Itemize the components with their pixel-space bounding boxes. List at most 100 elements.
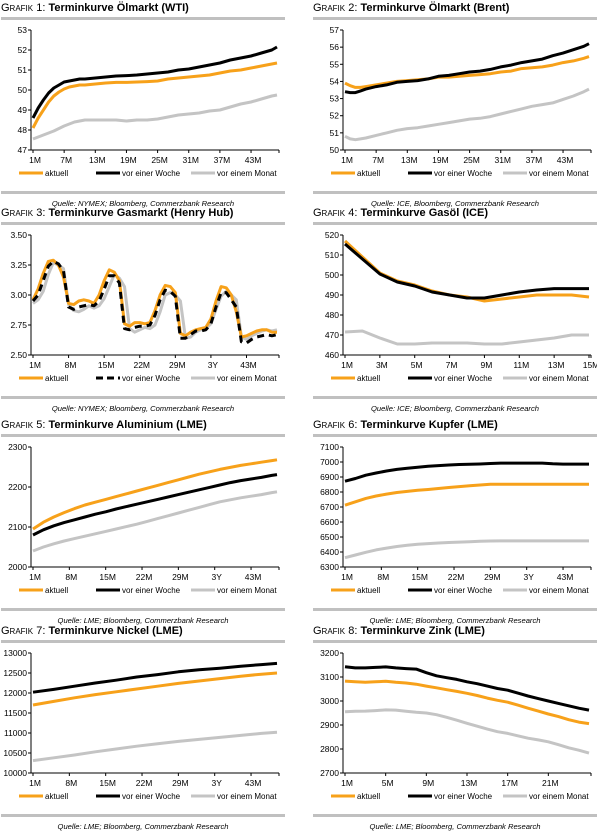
x-tick-label: 17M <box>501 778 518 788</box>
x-tick-label: 5M <box>382 778 394 788</box>
chart-panel-4: Grafik 4: Terminkurve Gasöl (ICE) 460 470 4… <box>313 206 597 415</box>
y-tick-label: 500 <box>325 270 339 280</box>
legend-item-vor-einer-woche: vor einer Woche <box>96 792 181 801</box>
y-tick-label: 2900 <box>320 720 339 730</box>
chart-panel-5: Grafik 5: Terminkurve Aluminium (LME) 200… <box>1 418 285 627</box>
x-tick-label: 43M <box>557 572 574 582</box>
series-line-vor-einer-woche <box>344 665 590 712</box>
y-tick-label: 53 <box>330 94 340 104</box>
chart-title-text: Terminkurve Kupfer (LME) <box>360 419 498 431</box>
y-tick-label: 2700 <box>320 768 339 778</box>
series-line-vor-einem-monat <box>32 93 278 141</box>
y-tick-label: 52 <box>330 111 340 121</box>
x-tick-label: 1M <box>341 778 353 788</box>
legend-label: aktuell <box>357 792 380 801</box>
y-tick-label: 490 <box>325 290 339 300</box>
x-tick-label: 8M <box>65 572 77 582</box>
x-tick-label: 43M <box>557 155 574 165</box>
grafik-label: Grafik <box>313 625 346 637</box>
legend-label: vor einer Woche <box>122 792 181 801</box>
x-tick-label: 3M <box>376 360 388 370</box>
y-tick-label: 7000 <box>320 457 339 467</box>
y-tick-label: 53 <box>18 25 28 35</box>
y-tick-label: 6300 <box>320 562 339 572</box>
legend-item-aktuell: aktuell <box>331 792 380 801</box>
legend-label: vor einer Woche <box>434 169 493 178</box>
legend-item-vor-einem-monat: vor einem Monat <box>191 374 277 383</box>
x-tick-label: 21M <box>542 778 559 788</box>
legend-item-vor-einer-woche: vor einer Woche <box>408 374 493 383</box>
legend-label: vor einer Woche <box>434 586 493 595</box>
bottom-rule <box>1 608 285 611</box>
chart-number: 3 <box>36 207 43 219</box>
y-tick-label: 2.50 <box>10 350 27 360</box>
series-line-vor-einem-monat <box>344 539 589 560</box>
chart-title-text: Terminkurve Nickel (LME) <box>48 625 183 637</box>
title-rule <box>313 222 597 225</box>
legend-label: aktuell <box>45 586 68 595</box>
series-line-vor-einem-monat <box>344 87 590 142</box>
chart-source: Quelle: ICE; Bloomberg, Commerzbank Rese… <box>371 404 539 413</box>
series-line-aktuell <box>32 671 278 707</box>
chart-panel-1: Grafik 1: Terminkurve Ölmarkt (WTI) 47 48 4… <box>1 1 285 210</box>
y-tick-label: 48 <box>18 125 28 135</box>
title-rule <box>313 17 597 20</box>
y-tick-label: 3.25 <box>10 260 27 270</box>
legend-item-aktuell: aktuell <box>331 586 380 595</box>
grafik-label: Grafik <box>1 2 34 14</box>
chart-panel-2: Grafik 2: Terminkurve Ölmarkt (Brent) 50 5… <box>313 1 597 210</box>
x-tick-label: 13M <box>89 155 106 165</box>
legend-item-vor-einer-woche: vor einer Woche <box>408 586 493 595</box>
x-tick-label: 1M <box>29 778 41 788</box>
y-tick-label: 6400 <box>320 547 339 557</box>
x-tick-label: 5M <box>411 360 423 370</box>
y-tick-label: 10000 <box>3 768 27 778</box>
series-line-vor-einer-woche <box>32 473 278 537</box>
x-tick-label: 29M <box>172 778 189 788</box>
y-tick-label: 470 <box>325 330 339 340</box>
y-tick-label: 10500 <box>3 748 27 758</box>
y-tick-label: 6700 <box>320 502 339 512</box>
chart-title-text: Terminkurve Zink (LME) <box>360 625 485 637</box>
title-rule <box>1 17 285 20</box>
legend-item-vor-einem-monat: vor einem Monat <box>503 374 589 383</box>
grafik-label: Grafik <box>1 419 34 431</box>
line-chart: 2000 2100 2200 2300 1M 8M 15M 22M 29M 3Y 43M aktuel… <box>8 442 280 595</box>
legend-item-vor-einem-monat: vor einem Monat <box>503 792 589 801</box>
series-line-vor-einem-monat <box>32 730 278 763</box>
y-tick-label: 2300 <box>8 442 27 452</box>
line-chart: 2.50 2.75 3.00 3.25 3.50 1M 8M 15M 22M 29M 3Y 43M ak… <box>10 230 280 383</box>
chart-source: Quelle: LME; Bloomberg, Commerzbank Rese… <box>369 616 541 625</box>
x-tick-label: 15M <box>99 572 116 582</box>
title-rule <box>1 222 285 225</box>
y-tick-label: 50 <box>330 145 340 155</box>
chart-title-text: Terminkurve Gasmarkt (Henry Hub) <box>48 207 234 219</box>
x-tick-label: 7M <box>446 360 458 370</box>
y-tick-label: 12000 <box>3 688 27 698</box>
x-tick-label: 3Y <box>523 572 534 582</box>
y-tick-label: 55 <box>330 59 340 69</box>
chart-source: Quelle: LME; Bloomberg, Commerzbank Rese… <box>369 822 541 831</box>
line-chart: 460 470 480 490 500 510 520 1M 3M 5M 7M 9M 11M 13M 15M… <box>325 230 597 383</box>
y-tick-label: 13000 <box>3 648 27 658</box>
chart-title: Grafik 8: Terminkurve Zink (LME) <box>313 625 485 637</box>
y-tick-label: 460 <box>325 350 339 360</box>
legend-item-vor-einem-monat: vor einem Monat <box>191 586 277 595</box>
chart-title-text: Terminkurve Gasöl (ICE) <box>360 207 488 219</box>
legend-label: aktuell <box>357 374 380 383</box>
grafik-label: Grafik <box>313 419 346 431</box>
x-tick-label: 37M <box>214 155 231 165</box>
series-line-vor-einem-monat <box>344 329 589 346</box>
chart-source: Quelle: LME; Bloomberg, Commerzbank Rese… <box>57 616 229 625</box>
legend-label: vor einer Woche <box>122 586 181 595</box>
x-tick-label: 1M <box>341 360 353 370</box>
y-tick-label: 2100 <box>8 522 27 532</box>
chart-title: Grafik 7: Terminkurve Nickel (LME) <box>1 625 183 637</box>
x-tick-label: 1M <box>29 155 41 165</box>
series-line-aktuell <box>344 679 590 726</box>
legend-item-aktuell: aktuell <box>19 586 68 595</box>
grafik-label: Grafik <box>1 207 34 219</box>
y-tick-label: 12500 <box>3 668 27 678</box>
bottom-rule <box>313 191 597 194</box>
x-tick-label: 13M <box>461 778 478 788</box>
